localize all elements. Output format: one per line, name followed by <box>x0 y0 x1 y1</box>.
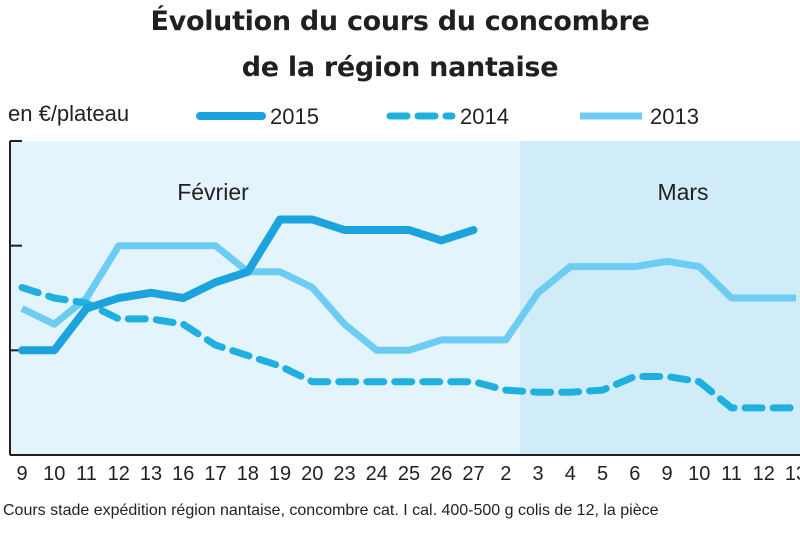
x-tick-label: 13 <box>140 463 162 485</box>
month-label-mars: Mars <box>657 179 708 205</box>
x-tick-label: 18 <box>237 463 259 485</box>
x-tick-label: 27 <box>462 463 484 485</box>
legend-label-2015: 2015 <box>270 104 319 129</box>
x-tick-label: 23 <box>333 463 355 485</box>
chart-title-line2: de la région nantaise <box>241 52 559 83</box>
x-tick-label: 2 <box>500 463 511 485</box>
x-tick-label: 19 <box>269 463 291 485</box>
x-tick-label: 11 <box>721 463 742 485</box>
x-tick-label: 10 <box>688 463 710 485</box>
x-tick-label: 9 <box>16 463 27 485</box>
x-tick-label: 10 <box>43 463 65 485</box>
series-line-2013 <box>20 242 796 354</box>
chart-plot: Février Mars 9 10 11 12 13 16 17 18 19 20 23 24 25 26… <box>9 104 800 485</box>
x-tick-label: 12 <box>108 463 130 485</box>
x-tick-label: 24 <box>366 463 388 485</box>
chart-footnote: Cours stade expédition région nantaise, … <box>3 502 659 519</box>
x-tick-label: 5 <box>597 463 608 485</box>
x-tick-label: 6 <box>629 463 640 485</box>
x-tick-label: 20 <box>301 463 323 485</box>
x-tick-label: 17 <box>204 463 226 485</box>
y-axis-unit-label: en €/plateau <box>8 101 130 126</box>
x-tick-label: 4 <box>565 463 576 485</box>
x-tick-label: 16 <box>172 463 194 485</box>
x-tick-label: 11 <box>76 463 97 485</box>
x-tick-label: 13 <box>785 463 800 485</box>
series-line-2015 <box>18 215 478 355</box>
x-tick-label: 12 <box>753 463 775 485</box>
x-tick-label: 9 <box>661 463 672 485</box>
month-band-fevrier <box>10 141 520 455</box>
x-tick-label: 3 <box>532 463 543 485</box>
series-line-2014 <box>18 284 800 412</box>
chart-title-line1: Évolution du cours du concombre <box>150 6 650 37</box>
legend-label-2013: 2013 <box>650 104 699 129</box>
x-tick-label: 26 <box>430 463 452 485</box>
legend-label-2014: 2014 <box>460 104 509 129</box>
month-label-fevrier: Février <box>177 179 249 205</box>
x-tick-label: 25 <box>398 463 420 485</box>
